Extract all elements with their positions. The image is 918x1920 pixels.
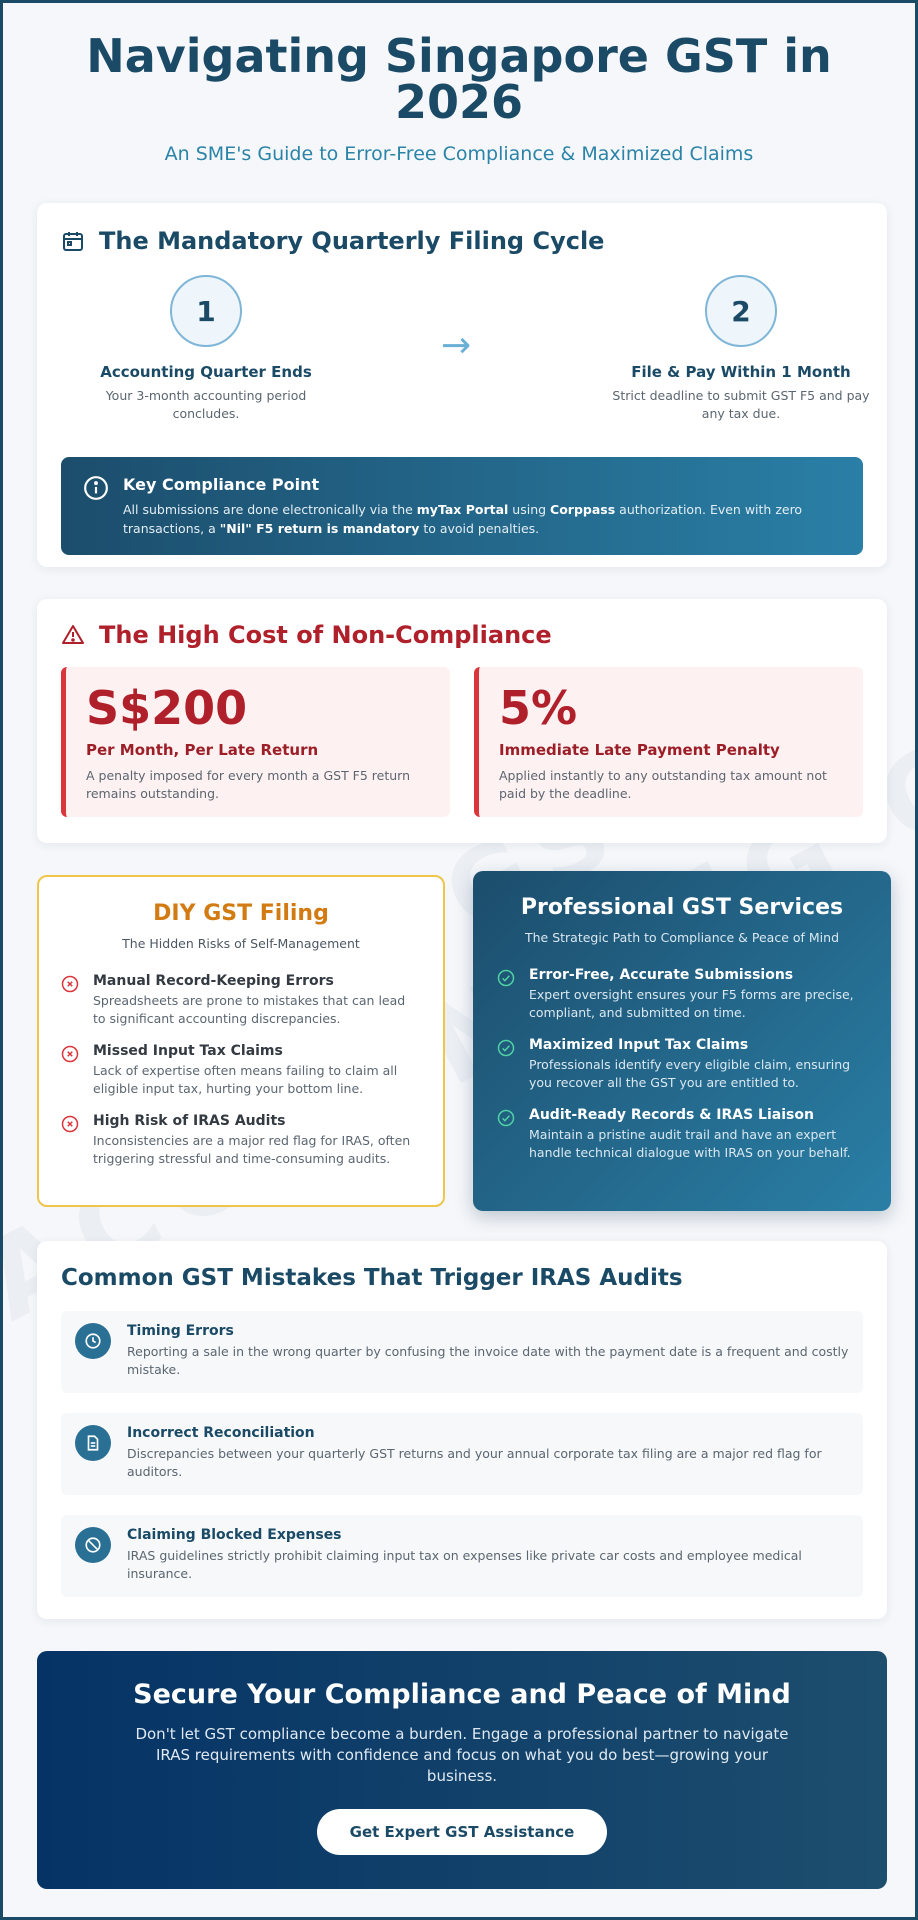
arrow-right-icon: → [441, 325, 472, 366]
diy-filing-card: DIY GST Filing The Hidden Risks of Self-… [37, 875, 445, 1207]
list-item: High Risk of IRAS Audits Inconsistencies … [61, 1113, 421, 1168]
list-item: Maximized Input Tax Claims Professionals … [497, 1037, 867, 1092]
step-1-title: Accounting Quarter Ends [100, 363, 312, 381]
filing-cycle-card: The Mandatory Quarterly Filing Cycle 1 A… [37, 203, 887, 567]
filing-cycle-title: The Mandatory Quarterly Filing Cycle [99, 227, 605, 255]
list-item: Timing Errors Reporting a sale in the wro… [61, 1311, 863, 1393]
penalty-desc: Applied instantly to any outstanding tax… [499, 768, 827, 801]
list-item-desc: Discrepancies between your quarterly GST… [127, 1446, 822, 1479]
clock-icon [75, 1323, 111, 1359]
list-item-title: Missed Input Tax Claims [93, 1043, 283, 1059]
prohibited-icon [75, 1527, 111, 1563]
get-assistance-button[interactable]: Get Expert GST Assistance [317, 1809, 607, 1855]
list-item-title: Claiming Blocked Expenses [127, 1527, 342, 1543]
page-subtitle: An SME's Guide to Error-Free Compliance … [164, 143, 754, 165]
penalty-title: Immediate Late Payment Penalty [499, 741, 780, 759]
diy-subtitle: The Hidden Risks of Self-Management [122, 936, 360, 951]
filing-cycle-heading: The Mandatory Quarterly Filing Cycle [61, 227, 863, 255]
check-circle-icon [497, 969, 515, 987]
pro-title: Professional GST Services [520, 895, 844, 920]
mistakes-title: Common GST Mistakes That Trigger IRAS Au… [61, 1265, 683, 1291]
list-item-desc: Inconsistencies are a major red flag for… [93, 1133, 411, 1166]
x-circle-icon [61, 975, 79, 993]
list-item: Manual Record-Keeping Errors Spreadsheets… [61, 973, 421, 1028]
calendar-icon [63, 232, 83, 251]
check-circle-icon [497, 1109, 515, 1127]
list-item-desc: IRAS guidelines strictly prohibit claimi… [127, 1548, 802, 1581]
penalty-late-return: S$200 Per Month, Per Late Return A penal… [61, 667, 450, 817]
page-header: Navigating Singapore GST in 2026 An SME'… [3, 3, 915, 165]
penalty-value: S$200 [86, 681, 248, 735]
list-item-desc: Maintain a pristine audit trail and have… [529, 1127, 851, 1160]
list-item-title: High Risk of IRAS Audits [93, 1113, 286, 1129]
step-1-number: 1 [170, 275, 242, 347]
penalty-desc: A penalty imposed for every month a GST … [86, 768, 411, 801]
step-2-desc: Strict deadline to submit GST F5 and pay… [612, 388, 870, 421]
pro-benefit-list: Error-Free, Accurate Submissions Expert o… [497, 967, 867, 1162]
list-item-title: Audit-Ready Records & IRAS Liaison [529, 1107, 814, 1123]
penalty-late-payment: 5% Immediate Late Payment Penalty Applie… [474, 667, 863, 817]
common-mistakes-card: Common GST Mistakes That Trigger IRAS Au… [37, 1241, 887, 1619]
x-circle-icon [61, 1115, 79, 1133]
list-item-desc: Spreadsheets are prone to mistakes that … [93, 993, 406, 1026]
step-2: 2 File & Pay Within 1 Month Strict deadl… [606, 275, 876, 423]
diy-risk-list: Manual Record-Keeping Errors Spreadsheets… [61, 973, 421, 1168]
info-icon [84, 476, 108, 500]
check-circle-icon [497, 1039, 515, 1057]
key-compliance-box: Key Compliance Point All submissions are… [61, 457, 863, 555]
key-compliance-text: All submissions are done electronically … [123, 502, 803, 536]
step-2-number: 2 [705, 275, 777, 347]
page-title: Navigating Singapore GST in 2026 [86, 29, 832, 129]
list-item: Missed Input Tax Claims Lack of expertise… [61, 1043, 421, 1098]
penalty-title: Per Month, Per Late Return [86, 741, 319, 759]
penalty-row: S$200 Per Month, Per Late Return A penal… [61, 667, 863, 817]
professional-services-card: Professional GST Services The Strategic … [473, 871, 891, 1211]
penalty-value: 5% [499, 681, 578, 735]
non-compliance-card: The High Cost of Non-Compliance S$200 Pe… [37, 599, 887, 843]
document-icon [75, 1425, 111, 1461]
step-1-desc: Your 3-month accounting period concludes… [105, 388, 307, 421]
key-compliance-title: Key Compliance Point [123, 475, 320, 494]
pro-subtitle: The Strategic Path to Compliance & Peace… [524, 930, 840, 945]
list-item-desc: Expert oversight ensures your F5 forms a… [529, 987, 854, 1020]
list-item-title: Incorrect Reconciliation [127, 1425, 315, 1441]
cta-text: Don't let GST compliance become a burden… [135, 1725, 789, 1785]
list-item-desc: Professionals identify every eligible cl… [529, 1057, 851, 1090]
cta-banner: Secure Your Compliance and Peace of Mind… [37, 1651, 887, 1889]
x-circle-icon [61, 1045, 79, 1063]
non-compliance-heading: The High Cost of Non-Compliance [61, 621, 863, 649]
diy-title: DIY GST Filing [153, 901, 329, 926]
cta-title: Secure Your Compliance and Peace of Mind [133, 1679, 791, 1710]
filing-steps: 1 Accounting Quarter Ends Your 3-month a… [61, 275, 870, 425]
warning-icon [62, 625, 84, 644]
list-item-title: Maximized Input Tax Claims [529, 1037, 749, 1053]
list-item: Audit-Ready Records & IRAS Liaison Mainta… [497, 1107, 867, 1162]
list-item-title: Manual Record-Keeping Errors [93, 973, 334, 989]
list-item-title: Timing Errors [127, 1323, 234, 1339]
list-item: Error-Free, Accurate Submissions Expert o… [497, 967, 867, 1022]
list-item-desc: Lack of expertise often means failing to… [93, 1063, 398, 1096]
step-2-title: File & Pay Within 1 Month [631, 363, 851, 381]
step-1: 1 Accounting Quarter Ends Your 3-month a… [76, 275, 336, 423]
list-item: Incorrect Reconciliation Discrepancies be… [61, 1413, 863, 1495]
list-item-desc: Reporting a sale in the wrong quarter by… [127, 1344, 849, 1377]
list-item-title: Error-Free, Accurate Submissions [529, 967, 794, 983]
non-compliance-title: The High Cost of Non-Compliance [99, 621, 552, 649]
list-item: Claiming Blocked Expenses IRAS guidelines… [61, 1515, 863, 1597]
